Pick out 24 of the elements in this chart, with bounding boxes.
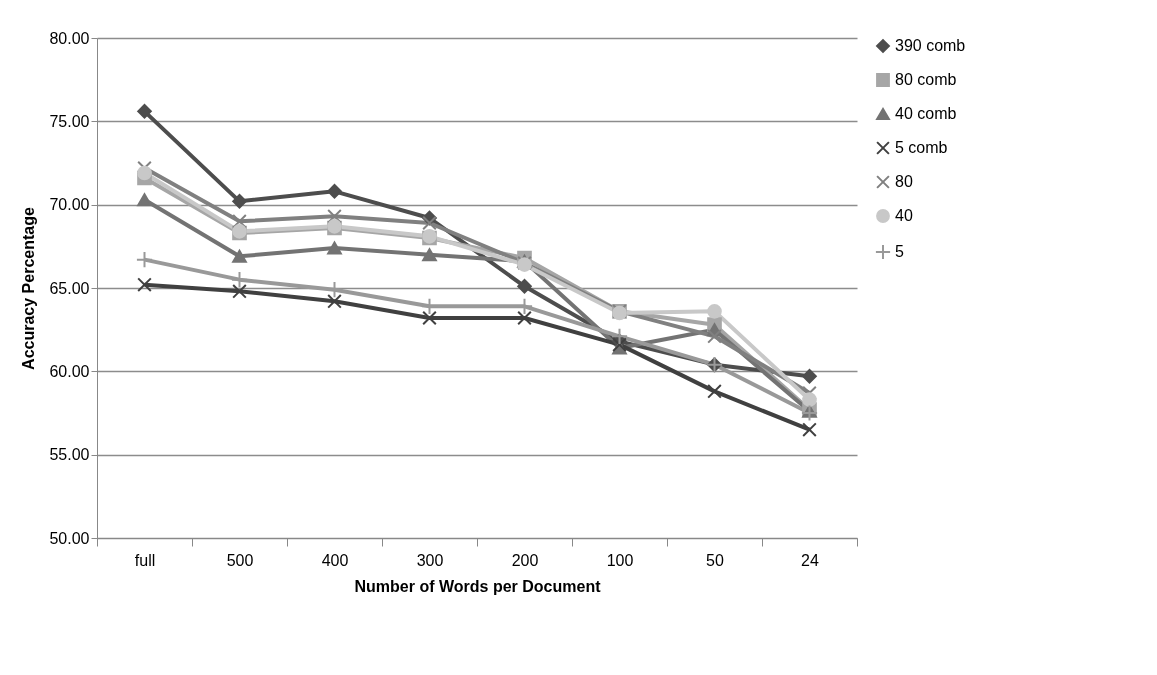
legend-label: 80 [895, 173, 913, 190]
x-tick-label: full [134, 551, 156, 569]
x-tick-label: 50 [706, 551, 724, 569]
x-tick-label: 300 [416, 551, 444, 569]
y-tick-label: 75.00 [49, 112, 90, 130]
legend-label: 80 comb [895, 71, 957, 88]
legend-label: 5 comb [895, 139, 948, 156]
x-tick-label: 100 [606, 551, 634, 569]
y-tick-label: 65.00 [49, 279, 90, 297]
legend-label: 390 comb [895, 37, 966, 54]
y-tick-label: 55.00 [49, 446, 90, 464]
x-tick-label: 500 [226, 551, 254, 569]
legend-label: 5 [895, 243, 904, 260]
y-tick-label: 80.00 [49, 29, 90, 47]
y-tick-label: 50.00 [49, 529, 90, 547]
y-axis-title: Accuracy Percentage [20, 207, 38, 370]
y-tick-label: 70.00 [49, 196, 90, 214]
x-axis-title: Number of Words per Document [354, 577, 602, 595]
x-tick-label: 24 [801, 551, 819, 569]
y-tick-label: 60.00 [49, 362, 90, 380]
legend-label: 40 [895, 207, 913, 224]
x-tick-label: 400 [321, 551, 349, 569]
x-tick-label: 200 [511, 551, 539, 569]
legend-label: 40 comb [895, 105, 957, 122]
